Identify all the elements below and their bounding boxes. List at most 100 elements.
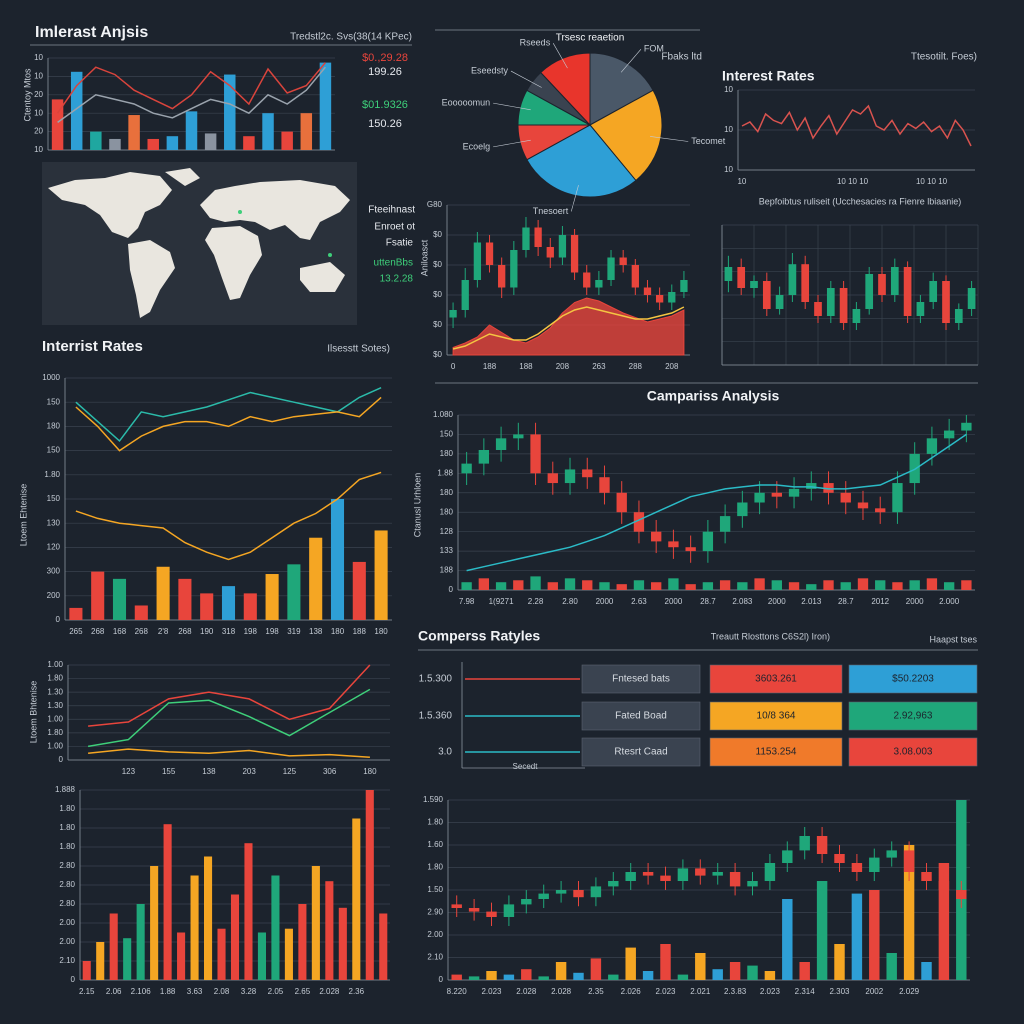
bar (943, 582, 955, 590)
x-tick-label: 2002 (865, 987, 883, 996)
chart-title: Trsesc reaetion (556, 33, 625, 44)
table-cell-text: 2.92,963 (894, 711, 933, 722)
bar (625, 947, 636, 980)
table-cell-text: Rtesrt Caad (614, 747, 667, 758)
bar (788, 582, 800, 590)
line (88, 748, 370, 759)
bar (677, 974, 689, 980)
table-cell (848, 664, 978, 694)
y-tick-label: 150 (47, 446, 61, 455)
candle-body (668, 292, 676, 303)
table-cell (709, 737, 843, 767)
bar (298, 904, 307, 980)
candle-body (921, 872, 932, 881)
bar (265, 574, 279, 620)
y-tick-label: 1.80 (47, 728, 63, 737)
chart-subtitle: Bepfoibtus ruliseit (Ucchesacies ra Fien… (759, 196, 962, 206)
candle-body (890, 267, 899, 295)
pie-label: Tnesoert (533, 206, 569, 216)
chart-title: Imlerast Anjsis (35, 24, 148, 41)
continent (200, 180, 350, 240)
x-tick-label: 188 (483, 362, 497, 371)
map-label: 13.2.28 (380, 274, 414, 285)
x-tick-label: 288 (629, 362, 643, 371)
candle-body (754, 492, 765, 503)
y-tick-label: 20 (34, 90, 43, 99)
line (56, 62, 326, 114)
candle-body (857, 502, 869, 509)
bar (284, 928, 293, 980)
bar (69, 607, 83, 620)
x-tick-label: 2012 (871, 597, 889, 606)
bar (123, 938, 132, 980)
bar (461, 582, 472, 590)
bar (96, 942, 105, 980)
bar (712, 969, 723, 980)
candle-body (570, 235, 579, 273)
candle-body (967, 288, 976, 309)
candle-body (599, 477, 610, 493)
bar (374, 530, 388, 620)
pie-slice (589, 89, 663, 182)
bar (243, 136, 255, 150)
y-tick-label: 1.00 (47, 714, 63, 723)
leader-line (570, 185, 579, 212)
annotation: $01.9326 (362, 99, 408, 111)
line (57, 66, 326, 124)
bar (660, 944, 671, 980)
x-tick-label: 2.023 (760, 987, 781, 996)
candle-body (929, 281, 938, 302)
x-tick-label: 2.026 (621, 987, 642, 996)
candle-body (555, 890, 567, 894)
bar (513, 580, 524, 590)
x-tick-label: 188 (353, 627, 367, 636)
candle-body (737, 502, 748, 517)
candle-body (510, 250, 518, 288)
candle-body (582, 469, 593, 478)
candle-body (851, 863, 863, 872)
candle-body (564, 469, 576, 484)
table-cell (581, 664, 701, 694)
bar (156, 566, 170, 620)
x-tick-label: 180 (331, 627, 345, 636)
bar (754, 578, 765, 590)
line (452, 306, 685, 350)
x-tick-label: 306 (323, 767, 337, 776)
bar (257, 932, 266, 980)
x-tick-label: 198 (265, 627, 279, 636)
bar (573, 972, 584, 980)
x-tick-label: 268 (91, 627, 105, 636)
bar (857, 578, 869, 590)
y-tick-label: 1.00 (47, 660, 63, 669)
y-tick-label: 1.80 (427, 863, 443, 872)
bar (599, 582, 610, 590)
bar (695, 953, 706, 980)
line (88, 664, 371, 727)
bar (338, 907, 347, 980)
candle-body (485, 242, 494, 265)
bar (921, 962, 932, 980)
bar (221, 586, 236, 620)
bar (217, 928, 226, 980)
x-tick-label: 2.05 (268, 987, 284, 996)
y-tick-label: 120 (47, 543, 61, 552)
candle-body (558, 235, 567, 258)
candle-body (668, 541, 679, 548)
pie-slice (589, 52, 654, 126)
y-axis-title: Ctentoy Mtos (22, 68, 32, 122)
bar (892, 582, 903, 590)
bar (478, 578, 490, 590)
x-tick-label: 2.63 (631, 597, 647, 606)
bar (702, 582, 714, 590)
y-tick-label: 1.80 (59, 823, 75, 832)
bar (352, 818, 361, 980)
candle-body (878, 274, 886, 295)
bar (486, 971, 497, 980)
bar (136, 904, 145, 980)
bar (608, 974, 619, 980)
y-tick-label: 10 (34, 72, 43, 81)
candle-body (747, 881, 758, 887)
bar (729, 962, 741, 980)
bar (685, 584, 696, 590)
map-label: Fteeihnast (368, 205, 415, 216)
